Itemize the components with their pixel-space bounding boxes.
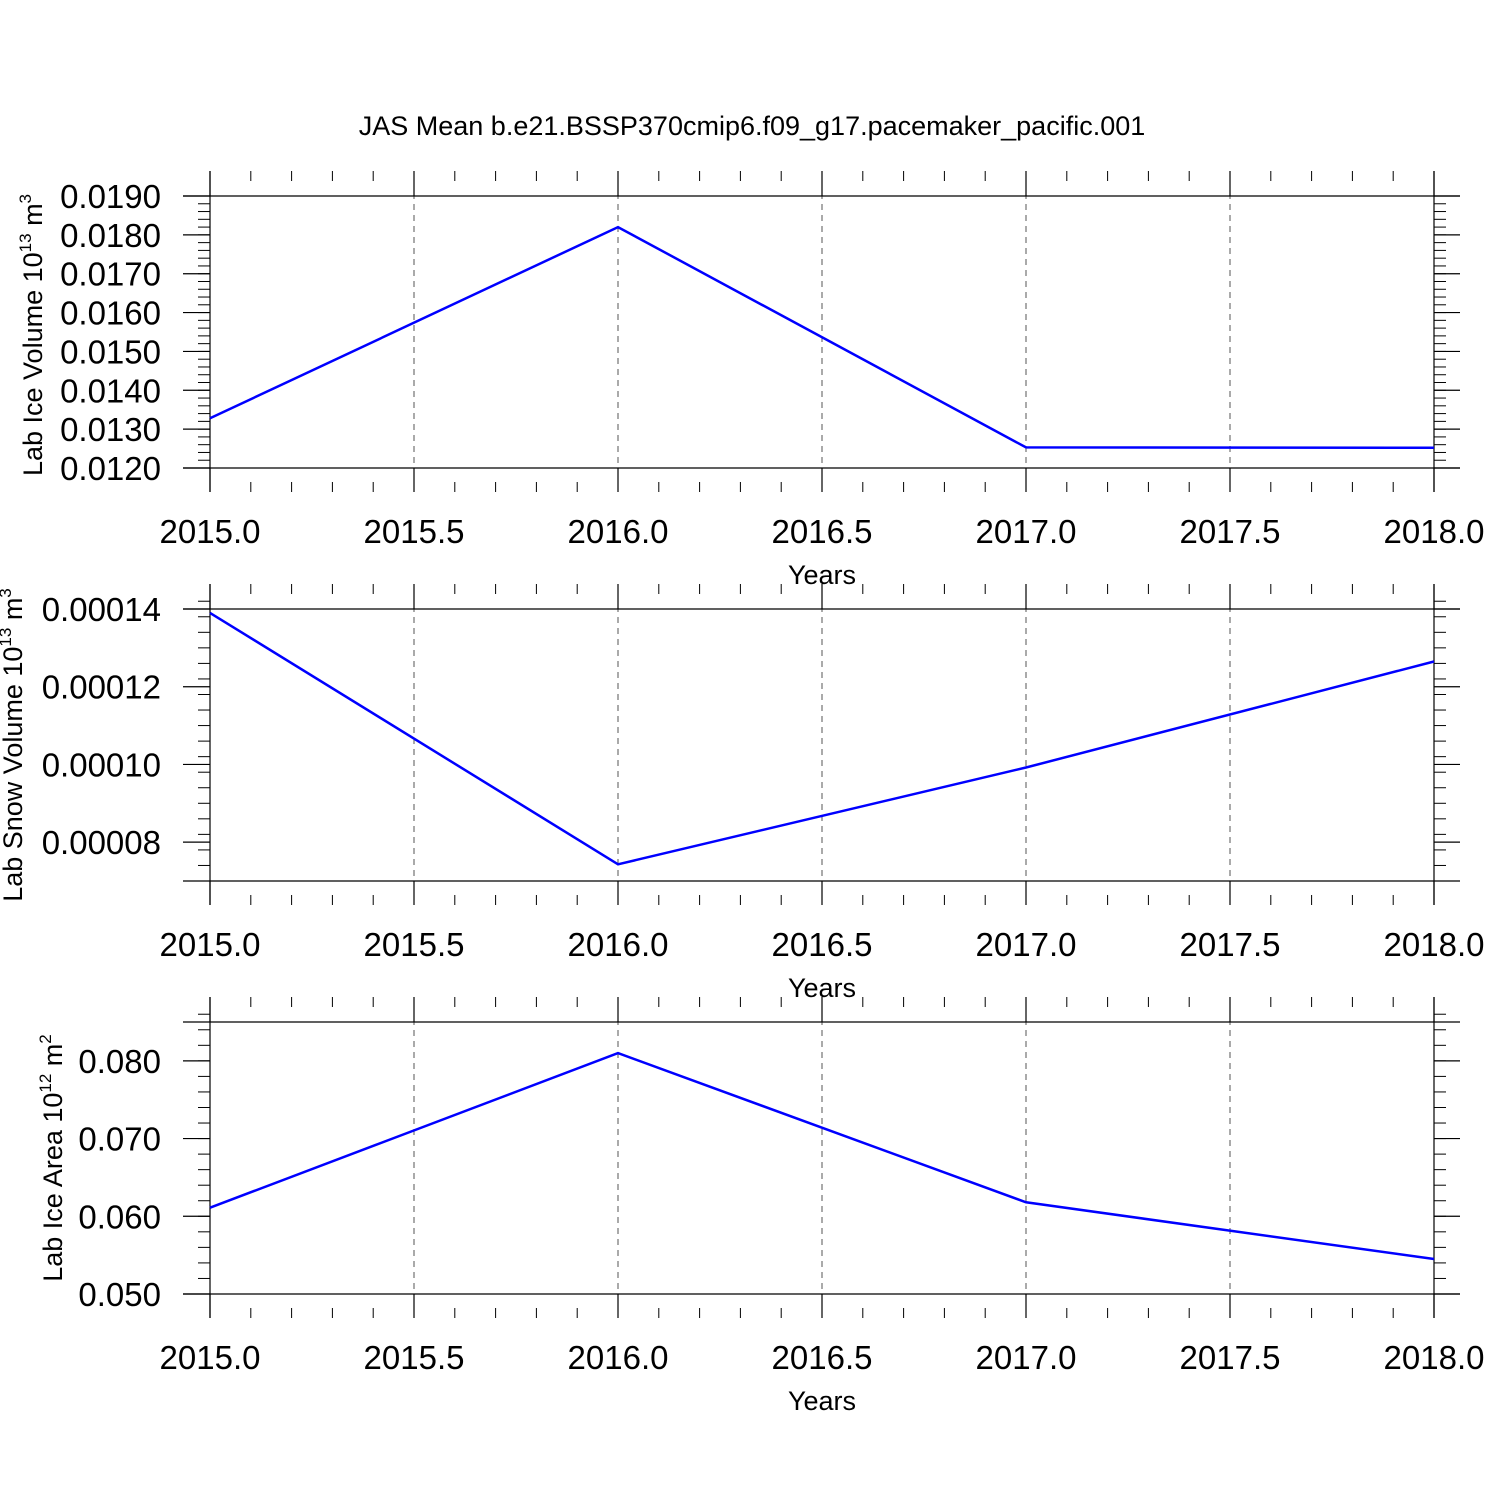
y-axis-title: Lab Ice Area 1012 m2 <box>36 1034 68 1282</box>
y-axis-title-text: Lab Ice Volume 10 <box>18 252 48 476</box>
chart-panel-1: 0.01200.01300.01400.01500.01600.01700.01… <box>16 171 1484 590</box>
x-tick-label: 2017.5 <box>1180 1339 1281 1376</box>
y-tick-label: 0.0130 <box>60 411 161 448</box>
x-tick-label: 2017.5 <box>1180 513 1281 550</box>
y-axis-title-unit: m <box>38 1044 68 1074</box>
y-tick-label: 0.00014 <box>42 591 161 628</box>
x-tick-label: 2016.5 <box>772 926 873 963</box>
y-axis-title-text: Lab Ice Area 10 <box>38 1093 68 1282</box>
y-tick-label: 0.0190 <box>60 178 161 215</box>
x-tick-label: 2016.0 <box>568 1339 669 1376</box>
x-tick-label: 2017.0 <box>976 926 1077 963</box>
x-tick-label: 2015.5 <box>364 1339 465 1376</box>
x-tick-label: 2016.5 <box>772 513 873 550</box>
y-axis-title: Lab Snow Volume 1013 m3 <box>0 588 28 902</box>
x-tick-label: 2018.0 <box>1384 1339 1485 1376</box>
x-tick-label: 2015.0 <box>160 1339 261 1376</box>
y-axis-title-unit-exponent: 3 <box>16 194 35 203</box>
y-tick-label: 0.060 <box>78 1198 161 1235</box>
y-axis-title-exponent: 12 <box>36 1074 55 1093</box>
series-line-1 <box>209 611 1435 866</box>
x-tick-label: 2016.0 <box>568 513 669 550</box>
y-tick-label: 0.0170 <box>60 256 161 293</box>
y-tick-label: 0.080 <box>78 1043 161 1080</box>
chart-panel-3: 0.050 0.060 0.070 0.080 2015.0 2015.5 2016.0 20… <box>36 997 1484 1416</box>
y-tick-label: 0.00010 <box>42 746 161 783</box>
y-tick-label: 0.0140 <box>60 372 161 409</box>
y-tick-label: 0.0180 <box>60 217 161 254</box>
x-tick-label: 2018.0 <box>1384 513 1485 550</box>
chart-panel-2: 0.00008 0.00010 0.00012 0.00014 2015.0 2015.5… <box>0 584 1484 1003</box>
y-axis-title-unit: m <box>18 203 48 233</box>
x-tick-label: 2015.5 <box>364 926 465 963</box>
y-axis-title-text: Lab Snow Volume 10 <box>0 647 28 902</box>
y-tick-label: 0.00012 <box>42 669 161 706</box>
series-line-1 <box>209 225 1435 450</box>
x-tick-label: 2017.5 <box>1180 926 1281 963</box>
x-tick-label: 2015.0 <box>160 926 261 963</box>
x-tick-label: 2015.5 <box>364 513 465 550</box>
y-axis-title-exponent: 13 <box>0 628 15 647</box>
y-axis-title: Lab Ice Volume 1013 m3 <box>16 194 48 476</box>
x-axis-title: Years <box>788 1386 856 1416</box>
x-tick-label: 2016.5 <box>772 1339 873 1376</box>
y-tick-label: 0.0150 <box>60 333 161 370</box>
y-axis-title-unit: m <box>0 598 28 628</box>
y-tick-label: 0.0160 <box>60 295 161 332</box>
y-tick-label: 0.0120 <box>60 450 161 487</box>
chart-title: JAS Mean b.e21.BSSP370cmip6.f09_g17.pace… <box>359 111 1146 141</box>
x-tick-label: 2016.0 <box>568 926 669 963</box>
y-axis-title-exponent: 13 <box>16 233 35 252</box>
x-tick-label: 2015.0 <box>160 513 261 550</box>
x-tick-label: 2017.0 <box>976 1339 1077 1376</box>
x-tick-label: 2017.0 <box>976 513 1077 550</box>
y-tick-label: 0.00008 <box>42 824 161 861</box>
y-axis-title-unit-exponent: 2 <box>36 1034 55 1043</box>
x-tick-label: 2018.0 <box>1384 926 1485 963</box>
y-axis-title-unit-exponent: 3 <box>0 588 15 597</box>
y-tick-label: 0.070 <box>78 1121 161 1158</box>
y-tick-label: 0.050 <box>78 1276 161 1313</box>
series-line-1 <box>209 1051 1435 1261</box>
